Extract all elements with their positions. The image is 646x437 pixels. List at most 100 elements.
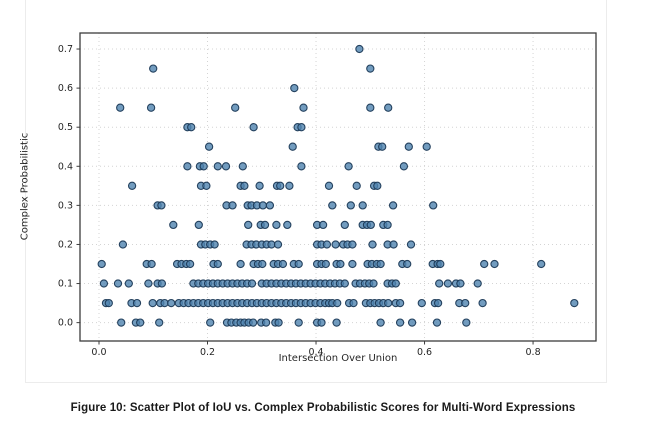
scatter-point (221, 162, 231, 171)
scatter-point (244, 220, 253, 230)
scatter-point (322, 240, 332, 249)
scatter-point (331, 240, 340, 249)
scatter-point (366, 64, 375, 73)
scatter-point (478, 298, 487, 308)
scatter-point (432, 318, 442, 327)
scatter-point (285, 181, 294, 190)
scatter-point (404, 142, 413, 151)
y-tick-label: 0.4 (58, 161, 73, 172)
scatter-point (336, 259, 345, 269)
scatter-point (461, 298, 470, 308)
scatter-point (157, 201, 166, 210)
scatter-point (366, 220, 375, 230)
y-tick-label: 0.0 (58, 318, 73, 329)
scatter-point (116, 103, 125, 112)
scatter-point (376, 259, 385, 269)
scatter-point (395, 318, 405, 327)
scatter-point (383, 220, 392, 230)
scatter-point (352, 181, 361, 190)
scatter-point (255, 181, 264, 190)
scatter-point (258, 201, 268, 210)
scatter-point (570, 298, 579, 308)
scatter-point (395, 298, 405, 308)
scatter-point (456, 279, 465, 288)
scatter-point (340, 279, 349, 288)
x-tick-label: 0.4 (308, 347, 323, 358)
scatter-point (183, 162, 192, 171)
scatter-point (104, 298, 113, 308)
scatter-point (435, 279, 444, 288)
scatter-point (199, 162, 208, 171)
scatter-point (117, 318, 126, 327)
scatter-point (210, 240, 219, 249)
scatter-point (480, 259, 489, 269)
scatter-point (422, 142, 431, 151)
scatter-point (99, 279, 109, 288)
scatter-point (348, 240, 357, 249)
scatter-point (194, 220, 203, 230)
scatter-point (113, 279, 123, 288)
scatter-point (238, 162, 247, 171)
x-axis-label: Intersection Over Union (278, 353, 398, 364)
scatter-point (366, 103, 375, 112)
scatter-point (376, 318, 385, 327)
scatter-point (204, 142, 214, 151)
scatter-point (318, 220, 328, 230)
scatter-point (473, 279, 482, 288)
scatter-point (391, 279, 400, 288)
scatter-point (344, 162, 353, 171)
scatter-point (384, 298, 393, 308)
scatter-point (127, 181, 137, 190)
scatter-point (317, 318, 326, 327)
scatter-point (406, 240, 416, 249)
scatter-point (265, 201, 275, 210)
scatter-point (144, 279, 153, 288)
scatter-point (288, 142, 297, 151)
scatter-point (258, 259, 267, 269)
scatter-point (148, 298, 157, 308)
scatter-point (297, 162, 306, 171)
scatter-point (299, 103, 308, 112)
scatter-point (349, 298, 358, 308)
scatter-point (272, 220, 281, 230)
x-tick-label: 0.6 (417, 347, 432, 358)
scatter-point (294, 318, 303, 327)
scatter-point (231, 103, 240, 112)
scatter-point (167, 298, 176, 308)
scatter-point (248, 318, 258, 327)
scatter-point (490, 259, 499, 269)
scatter-point (378, 142, 387, 151)
scatter-point (278, 259, 288, 269)
x-tick-label: 0.8 (526, 347, 541, 358)
scatter-point (429, 201, 438, 210)
scatter-point (228, 201, 237, 210)
scatter-point (249, 123, 258, 132)
y-tick-label: 0.7 (58, 44, 73, 55)
scatter-point (324, 181, 334, 190)
scatter-point (436, 259, 445, 269)
scatter-point (213, 162, 222, 171)
scatter-point (417, 298, 426, 308)
scatter-point (328, 201, 337, 210)
scatter-point (348, 259, 357, 269)
scatter-point (368, 240, 377, 249)
scatter-point (321, 259, 330, 269)
scatter-point (433, 298, 443, 308)
figure-caption: Figure 10: Scatter Plot of IoU vs. Compl… (70, 402, 576, 414)
scatter-point (358, 201, 367, 210)
scatter-point (132, 298, 142, 308)
y-tick-label: 0.1 (58, 279, 73, 290)
scatter-point (185, 259, 195, 269)
scatter-point (290, 83, 299, 93)
scatter-point (373, 181, 382, 190)
scatter-point (462, 318, 471, 327)
y-tick-label: 0.6 (58, 83, 73, 94)
scatter-point (202, 181, 211, 190)
scatter-point (273, 240, 283, 249)
scatter-point (283, 220, 292, 230)
scatter-point (294, 259, 303, 269)
scatter-point (384, 103, 393, 112)
x-tick-label: 0.2 (200, 347, 215, 358)
scatter-point (369, 279, 378, 288)
